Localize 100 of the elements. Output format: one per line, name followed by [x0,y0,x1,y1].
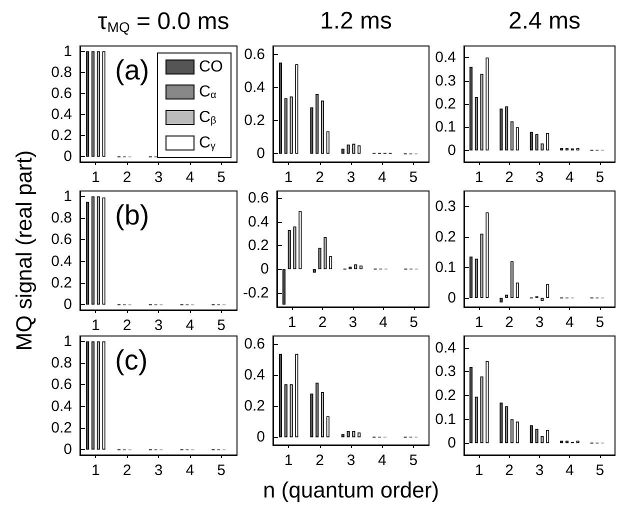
bar [530,425,533,444]
y-tick-label: 0.1 [435,258,456,276]
bar [516,282,519,298]
bar [96,196,100,305]
x-tick-label: 1 [288,314,296,331]
x-tick-label: 4 [566,314,574,331]
bar [474,396,478,444]
bar [284,384,288,438]
x-tick-label: 3 [154,317,163,334]
bar [318,248,322,270]
x-tick-label: 3 [154,169,163,186]
chart-title: τMQ = 0.0 ms [98,8,230,35]
bar [360,266,363,270]
y-tick-label: 0.6 [248,190,269,207]
bar [295,354,298,438]
y-tick-label: 1 [64,42,72,60]
x-tick-label: 1 [92,169,100,186]
y-tick-label: 0.3 [435,363,456,380]
bar [546,430,550,444]
x-tick-label: 1 [474,314,484,331]
bar [346,144,350,154]
x-tick-label: 5 [596,462,604,479]
bar [510,419,514,444]
x-tick-label: 1 [92,462,100,479]
bar [540,298,544,301]
bar [284,98,288,154]
x-tick-label: 2 [122,317,132,334]
y-tick-label: 0.8 [51,354,72,372]
bar [310,394,314,438]
y-tick-label: 0.4 [51,106,72,124]
bar [298,211,302,270]
chart-title: 2.4 ms [508,8,581,34]
bar [500,402,503,444]
x-tick-label: 4 [186,462,194,479]
bar [324,237,327,270]
y-tick-label: 0.2 [435,228,456,246]
bar [358,145,361,154]
bar [295,64,298,154]
bar [510,121,514,150]
x-axis-title: n (quantum order) [262,478,440,502]
y-tick-label: 0.1 [435,118,456,136]
y-tick-label: 0.6 [244,46,265,63]
bar [321,100,324,154]
annotation: (a) [115,54,150,86]
y-tick-label: 0.4 [244,78,265,96]
bar [535,428,538,444]
y-tick-label: 0.4 [244,366,265,384]
bar [510,261,514,298]
chart-title: 1.2 ms [320,8,392,34]
x-tick-label: 2 [316,169,324,186]
x-tick-label: 3 [346,452,356,469]
annotation: (b) [115,200,150,230]
y-tick-label: 0 [448,142,456,159]
x-tick-label: 1 [474,462,484,479]
y-tick-label: 0 [64,148,72,166]
bar [312,269,316,273]
x-tick-label: 5 [596,169,604,186]
y-tick-label: 0.3 [435,198,456,215]
y-tick-label: 0.6 [51,231,72,248]
x-tick-label: 3 [535,462,544,479]
x-tick-label: 3 [348,314,358,331]
bar [316,382,319,438]
y-tick-label: 0.6 [51,84,72,102]
bar [540,436,544,444]
x-tick-label: 4 [378,452,386,469]
legend-label: CO [199,58,223,76]
bar [352,430,356,438]
y-tick-label: 0 [64,441,72,458]
bar [546,133,550,150]
x-tick-label: 3 [535,169,544,186]
x-tick-label: 3 [346,169,356,186]
bar [310,107,314,154]
y-tick-label: 0 [448,434,456,452]
y-tick-label: 0.2 [244,398,265,415]
bar [535,134,538,150]
x-tick-label: 5 [409,169,418,186]
x-tick-label: 5 [596,314,604,331]
y-tick-label: 0.2 [435,96,456,112]
bar [326,416,330,438]
x-tick-label: 2 [122,462,132,479]
y-tick-label: 0.4 [435,339,456,356]
bar [505,406,508,444]
bar [290,384,293,438]
x-tick-label: 5 [217,169,226,186]
x-tick-label: 2 [316,452,324,469]
y-tick-label: 0 [260,260,269,278]
x-tick-label: 2 [505,314,514,331]
bar [480,376,484,444]
y-axis-title: MQ signal (real part) [12,150,36,351]
y-tick-label: 0.2 [435,387,456,404]
bar [326,131,330,154]
y-tick-label: 0 [256,145,265,162]
bar [102,197,106,305]
x-tick-label: 1 [92,317,100,334]
bar [486,58,489,150]
bar [329,256,332,270]
x-tick-label: 2 [122,169,132,186]
bar [354,264,358,270]
bar [480,74,484,150]
x-tick-label: 2 [318,314,327,331]
